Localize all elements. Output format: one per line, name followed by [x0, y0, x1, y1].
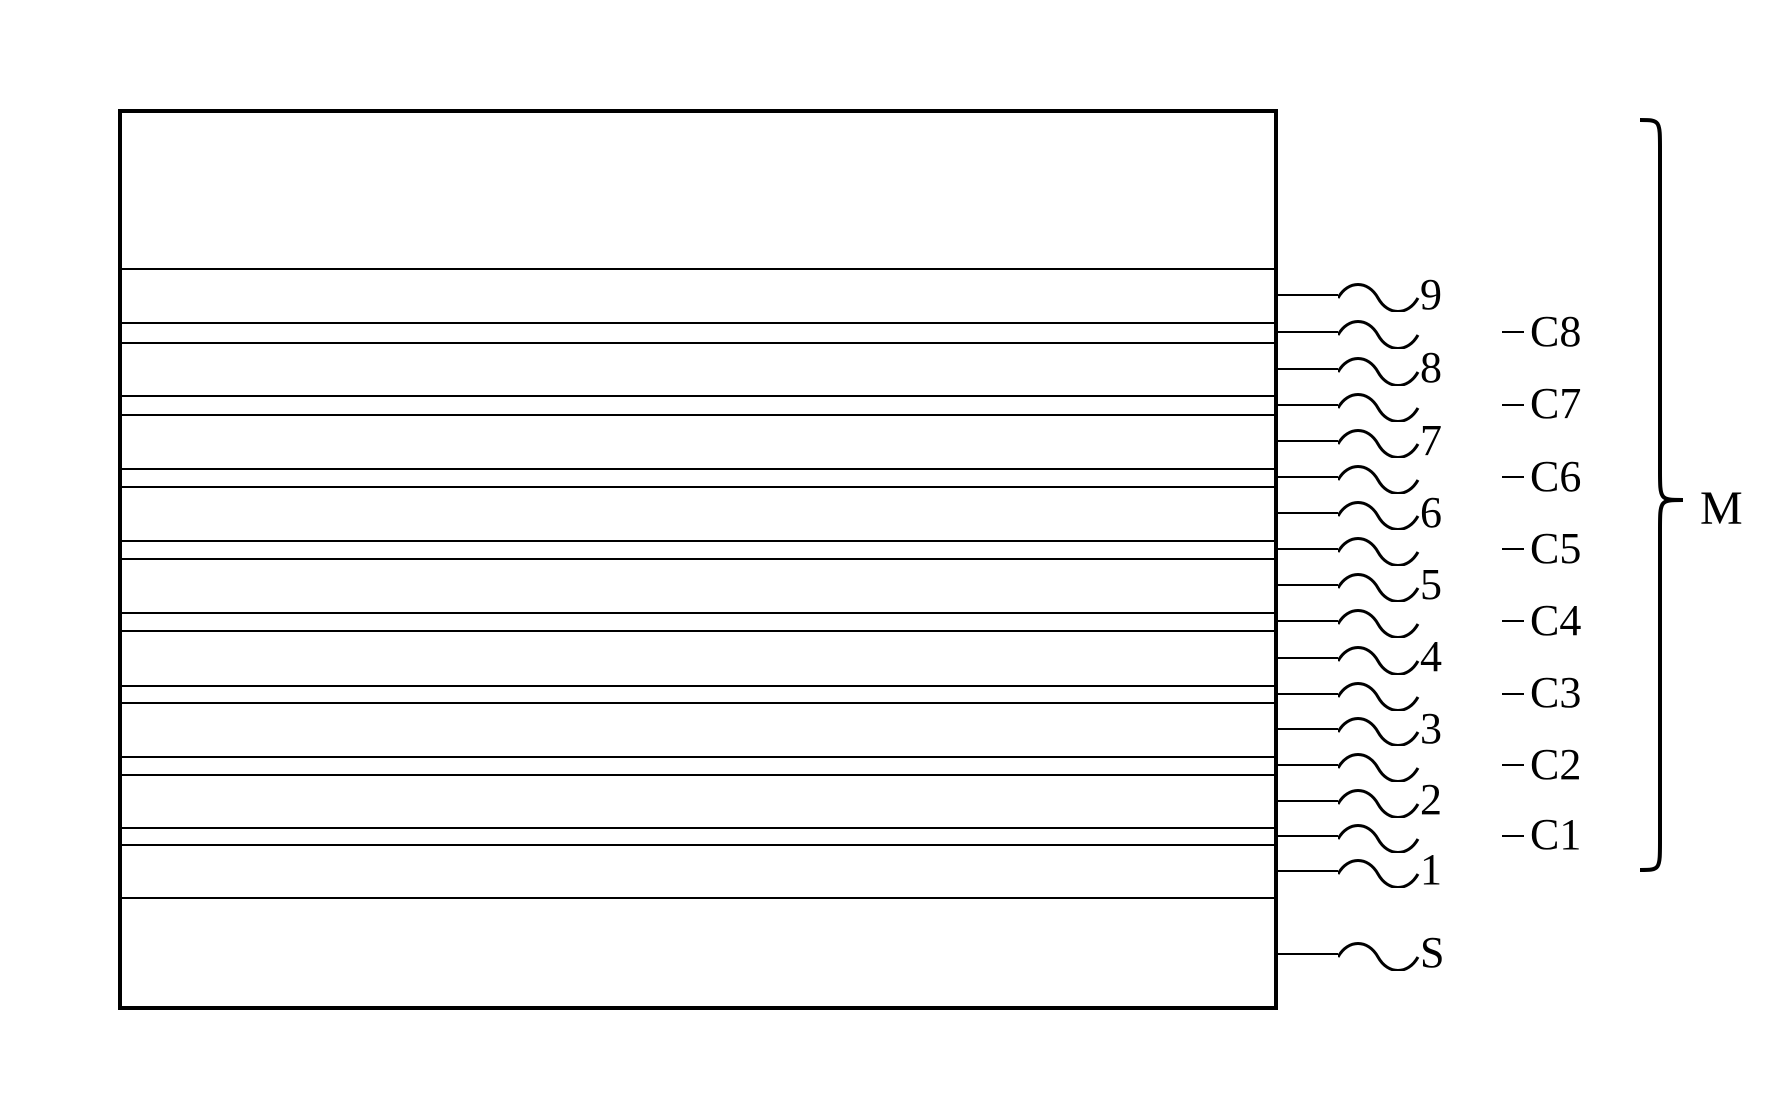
layer-label-6: 6 [1420, 487, 1442, 538]
divider-8 [118, 342, 1278, 344]
dash-C1 [1502, 835, 1524, 837]
squiggle-C6 [1338, 464, 1423, 494]
layer-label-C1: C1 [1530, 809, 1581, 860]
lead-1 [1278, 870, 1338, 872]
layer-label-C6: C6 [1530, 451, 1581, 502]
squiggle-7 [1338, 428, 1423, 458]
squiggle-S [1338, 941, 1423, 971]
lead-C7 [1278, 404, 1338, 406]
divider-5 [118, 558, 1278, 560]
dash-C4 [1502, 620, 1524, 622]
lead-S [1278, 953, 1338, 955]
squiggle-C7 [1338, 392, 1423, 422]
lead-4 [1278, 657, 1338, 659]
divider-C8 [118, 322, 1278, 324]
divider-C7 [118, 395, 1278, 397]
lead-2 [1278, 800, 1338, 802]
layer-label-C5: C5 [1530, 523, 1581, 574]
squiggle-4 [1338, 645, 1423, 675]
squiggle-1 [1338, 858, 1423, 888]
squiggle-3 [1338, 716, 1423, 746]
layer-label-C2: C2 [1530, 739, 1581, 790]
layer-label-3: 3 [1420, 703, 1442, 754]
lead-C5 [1278, 548, 1338, 550]
layer-label-4: 4 [1420, 631, 1442, 682]
layer-label-5: 5 [1420, 559, 1442, 610]
squiggle-6 [1338, 500, 1423, 530]
divider-C5 [118, 540, 1278, 542]
divider-C4 [118, 612, 1278, 614]
divider-3 [118, 702, 1278, 704]
layer-label-C3: C3 [1530, 667, 1581, 718]
squiggle-C8 [1338, 319, 1423, 349]
divider-C6 [118, 468, 1278, 470]
divider-6 [118, 486, 1278, 488]
squiggle-C1 [1338, 823, 1423, 853]
dash-C6 [1502, 476, 1524, 478]
group-label-M: M [1700, 481, 1743, 536]
dash-C7 [1502, 404, 1524, 406]
lead-6 [1278, 512, 1338, 514]
squiggle-C3 [1338, 681, 1423, 711]
layer-label-9: 9 [1420, 269, 1442, 320]
divider-1 [118, 844, 1278, 846]
layer-label-2: 2 [1420, 774, 1442, 825]
squiggle-5 [1338, 572, 1423, 602]
layer-label-C8: C8 [1530, 306, 1581, 357]
squiggle-8 [1338, 356, 1423, 386]
lead-C4 [1278, 620, 1338, 622]
divider-2 [118, 774, 1278, 776]
squiggle-9 [1338, 282, 1423, 312]
squiggle-2 [1338, 788, 1423, 818]
squiggle-C2 [1338, 752, 1423, 782]
divider-C1 [118, 827, 1278, 829]
lead-C6 [1278, 476, 1338, 478]
lead-C3 [1278, 693, 1338, 695]
lead-7 [1278, 440, 1338, 442]
layer-label-7: 7 [1420, 415, 1442, 466]
divider-C3 [118, 685, 1278, 687]
divider-4 [118, 630, 1278, 632]
lead-9 [1278, 294, 1338, 296]
lead-3 [1278, 728, 1338, 730]
divider-C2 [118, 756, 1278, 758]
lead-C8 [1278, 331, 1338, 333]
layer-label-8: 8 [1420, 342, 1442, 393]
layer-label-1: 1 [1420, 844, 1442, 895]
lead-C2 [1278, 764, 1338, 766]
dash-C5 [1502, 548, 1524, 550]
divider-S [118, 897, 1278, 899]
dash-C3 [1502, 693, 1524, 695]
lead-8 [1278, 368, 1338, 370]
layer-label-C4: C4 [1530, 595, 1581, 646]
diagram-stage: S 1 C1 2 C2 3 C3 4 C4 5 C5 6 C6 7 C7 8 C8 9 M [0, 0, 1790, 1114]
lead-C1 [1278, 835, 1338, 837]
dash-C8 [1502, 331, 1524, 333]
layer-label-S: S [1420, 927, 1444, 978]
dash-C2 [1502, 764, 1524, 766]
divider-9 [118, 268, 1278, 270]
group-brace [1635, 110, 1705, 880]
squiggle-C4 [1338, 608, 1423, 638]
lead-5 [1278, 584, 1338, 586]
layer-label-C7: C7 [1530, 378, 1581, 429]
divider-7 [118, 414, 1278, 416]
squiggle-C5 [1338, 536, 1423, 566]
